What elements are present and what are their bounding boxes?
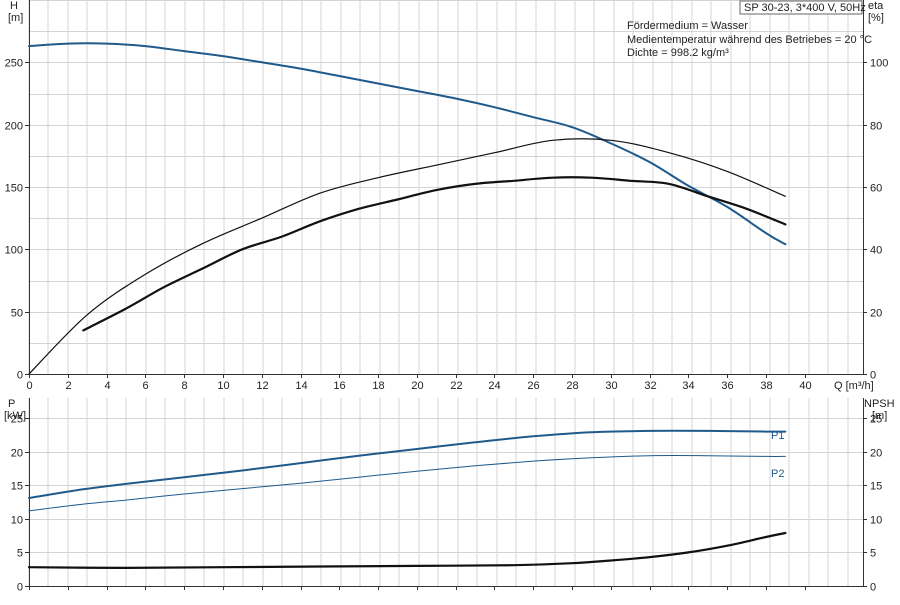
x-tick-label-17: 34	[682, 380, 694, 392]
top-left-tick-label-5: 250	[5, 58, 23, 70]
x-tick-label-14: 28	[566, 380, 578, 392]
x-tick-label-1: 2	[65, 380, 71, 392]
labels-layer: H [m] eta [%] P [kW] NPSH [m] Q [m³/h] S…	[4, 0, 895, 594]
bottom-right-tick-label-2: 10	[870, 515, 882, 527]
top-plot-grid	[28, 0, 863, 375]
top-left-axis-label-1: [m]	[8, 12, 23, 24]
top-right-axis-label-0: eta	[868, 0, 884, 12]
top-right-axis-label-1: [%]	[868, 12, 884, 24]
bottom-left-tick-label-5: 25	[11, 414, 23, 426]
bottom-left-tick-label-3: 15	[11, 481, 23, 493]
bottom-series-npsh	[27, 531, 787, 570]
info-line-1: Fördermedium = Wasser	[627, 20, 748, 32]
top-left-axis-label-0: H	[10, 0, 18, 12]
x-tick-label-10: 20	[411, 380, 423, 392]
bottom-right-tick-label-4: 20	[870, 448, 882, 460]
info-line-3: Dichte = 998.2 kg/m³	[627, 47, 729, 59]
top-left-tick-label-4: 200	[5, 121, 23, 133]
x-tick-label-11: 22	[450, 380, 462, 392]
x-tick-label-16: 32	[644, 380, 656, 392]
bottom-series-p2	[28, 455, 786, 512]
bottom-plot-grid	[28, 398, 863, 587]
top-left-tick-label-0: 0	[17, 370, 23, 382]
x-axis-unit-label: Q [m³/h]	[834, 380, 874, 392]
pump-label-box	[739, 0, 863, 15]
top-series-eta	[28, 138, 786, 375]
bottom-left-tick-label-4: 20	[11, 448, 23, 460]
pump-label: SP 30-23, 3*400 V, 50Hz	[744, 2, 866, 14]
x-tick-label-5: 10	[217, 380, 229, 392]
bottom-right-tick-label-0: 0	[870, 582, 876, 594]
bottom-left-tick-label-0: 0	[17, 582, 23, 594]
x-tick-label-9: 18	[372, 380, 384, 392]
bottom-left-axis-label-0: P	[8, 398, 15, 410]
top-right-tick-label-1: 20	[870, 308, 882, 320]
bottom-left-tick-label-1: 5	[17, 548, 23, 560]
top-left-tick-label-2: 100	[5, 245, 23, 257]
x-tick-label-15: 30	[605, 380, 617, 392]
info-line-2: Medientemperatur während des Betriebes =…	[627, 34, 872, 46]
x-tick-label-13: 26	[527, 380, 539, 392]
series-label-p1: P1	[771, 430, 784, 442]
bottom-right-axis-label-1: [m]	[872, 410, 887, 422]
series-layer	[27, 42, 787, 570]
bottom-series-p1	[28, 429, 787, 499]
top-series-curve-2	[82, 176, 787, 332]
top-series-h	[28, 42, 787, 246]
bottom-right-tick-label-1: 5	[870, 548, 876, 560]
series-label-p2: P2	[771, 468, 784, 480]
bottom-left-tick-label-2: 10	[11, 515, 23, 527]
x-tick-label-20: 40	[799, 380, 811, 392]
x-tick-label-8: 16	[333, 380, 345, 392]
top-left-tick-label-1: 50	[11, 308, 23, 320]
x-tick-label-3: 6	[142, 380, 148, 392]
x-tick-label-18: 36	[721, 380, 733, 392]
bottom-right-axis-label-0: NPSH	[864, 398, 895, 410]
top-right-tick-label-4: 80	[870, 121, 882, 133]
bottom-right-tick-label-5: 25	[870, 414, 882, 426]
x-tick-label-2: 4	[104, 380, 110, 392]
x-tick-label-4: 8	[181, 380, 187, 392]
x-tick-label-12: 24	[488, 380, 500, 392]
x-tick-label-6: 12	[256, 380, 268, 392]
top-right-tick-label-5: 100	[870, 58, 888, 70]
top-right-tick-label-3: 60	[870, 183, 882, 195]
top-right-tick-label-2: 40	[870, 245, 882, 257]
axes-layer	[25, 0, 867, 590]
top-right-tick-label-0: 0	[870, 370, 876, 382]
x-tick-label-0: 0	[26, 380, 32, 392]
bottom-right-tick-label-3: 15	[870, 481, 882, 493]
x-tick-label-7: 14	[295, 380, 307, 392]
bottom-left-axis-label-1: [kW]	[4, 410, 26, 422]
top-left-tick-label-3: 150	[5, 183, 23, 195]
x-tick-label-19: 38	[760, 380, 772, 392]
